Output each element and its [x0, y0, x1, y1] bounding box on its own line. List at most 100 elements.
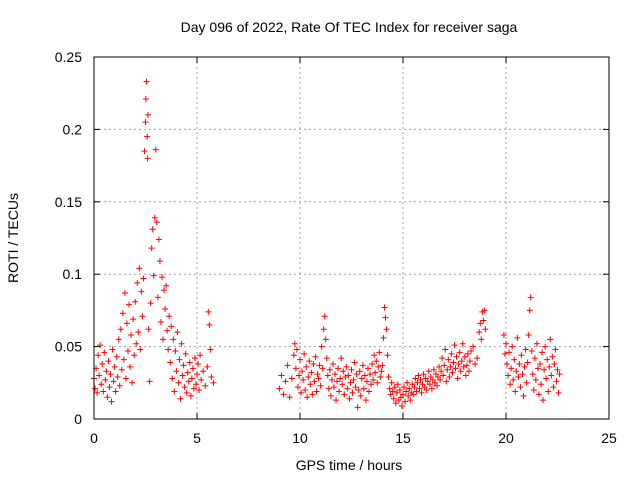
data-point [354, 404, 361, 411]
data-point [324, 372, 331, 379]
data-point [128, 332, 135, 339]
data-point [514, 334, 521, 341]
data-point [286, 394, 293, 401]
data-point [162, 305, 169, 312]
data-points [91, 78, 563, 411]
data-point [454, 375, 461, 382]
data-point [361, 372, 368, 379]
data-point [158, 274, 165, 281]
data-point [525, 332, 532, 339]
data-point [373, 358, 380, 365]
data-point [276, 385, 283, 392]
data-point [359, 362, 366, 369]
data-point [288, 375, 295, 382]
data-point [278, 372, 285, 379]
data-point [363, 378, 370, 385]
data-point [155, 236, 162, 243]
data-point [317, 382, 324, 389]
data-point [97, 342, 104, 349]
data-point [413, 388, 420, 395]
data-point [345, 372, 352, 379]
data-point [351, 359, 358, 366]
data-point [138, 288, 145, 295]
data-point [391, 384, 398, 391]
data-point [101, 349, 108, 356]
data-point [280, 391, 287, 398]
data-point [305, 374, 312, 381]
data-point [292, 365, 299, 372]
data-point [437, 376, 444, 383]
data-point [500, 332, 507, 339]
data-point [172, 347, 179, 354]
data-point [531, 355, 538, 362]
data-point [528, 347, 535, 354]
data-point [461, 353, 468, 360]
data-point [183, 389, 190, 396]
data-point [550, 384, 557, 391]
data-point [92, 385, 99, 392]
x-tick-label: 20 [498, 430, 514, 446]
y-tick-label: 0.2 [63, 121, 83, 137]
data-point [329, 360, 336, 367]
data-point [455, 360, 462, 367]
data-point [141, 148, 148, 155]
data-point [371, 352, 378, 359]
data-point [291, 340, 298, 347]
data-point [187, 392, 194, 399]
data-point [112, 388, 119, 395]
data-point [504, 360, 511, 367]
data-point [103, 368, 110, 375]
data-point [414, 379, 421, 386]
data-point [450, 359, 457, 366]
data-point [165, 346, 172, 353]
data-point [120, 356, 127, 363]
data-point [321, 313, 328, 320]
data-point [142, 119, 149, 126]
data-point [380, 334, 387, 341]
data-point [102, 376, 109, 383]
data-point [319, 365, 326, 372]
data-point [130, 316, 137, 323]
data-point [513, 368, 520, 375]
data-point [519, 371, 526, 378]
data-point [347, 379, 354, 386]
data-point [111, 363, 118, 370]
data-point [147, 300, 154, 307]
data-point [374, 379, 381, 386]
data-point [153, 219, 160, 226]
data-point [443, 378, 450, 385]
data-point [534, 365, 541, 372]
data-point [123, 320, 130, 327]
data-point [360, 385, 367, 392]
data-point [520, 392, 527, 399]
data-point [124, 347, 131, 354]
data-point [530, 387, 537, 394]
data-point [197, 352, 204, 359]
data-point [94, 389, 101, 396]
data-point [547, 336, 554, 343]
data-point [501, 350, 508, 357]
data-point [428, 385, 435, 392]
data-point [405, 392, 412, 399]
data-point [392, 400, 399, 407]
data-point [109, 346, 116, 353]
data-point [402, 398, 409, 405]
data-point [156, 258, 163, 265]
data-point [132, 298, 139, 305]
data-point [447, 363, 454, 370]
data-point [295, 372, 302, 379]
data-point [539, 349, 546, 356]
data-point [459, 340, 466, 347]
data-point [142, 95, 149, 102]
data-point [150, 272, 157, 279]
data-point [540, 397, 547, 404]
data-point [417, 376, 424, 383]
data-point [532, 376, 539, 383]
data-point [482, 326, 489, 333]
data-point [390, 395, 397, 402]
data-point [348, 366, 355, 373]
data-point [198, 376, 205, 383]
data-point [508, 365, 515, 372]
data-point [394, 381, 401, 388]
data-point [303, 363, 310, 370]
